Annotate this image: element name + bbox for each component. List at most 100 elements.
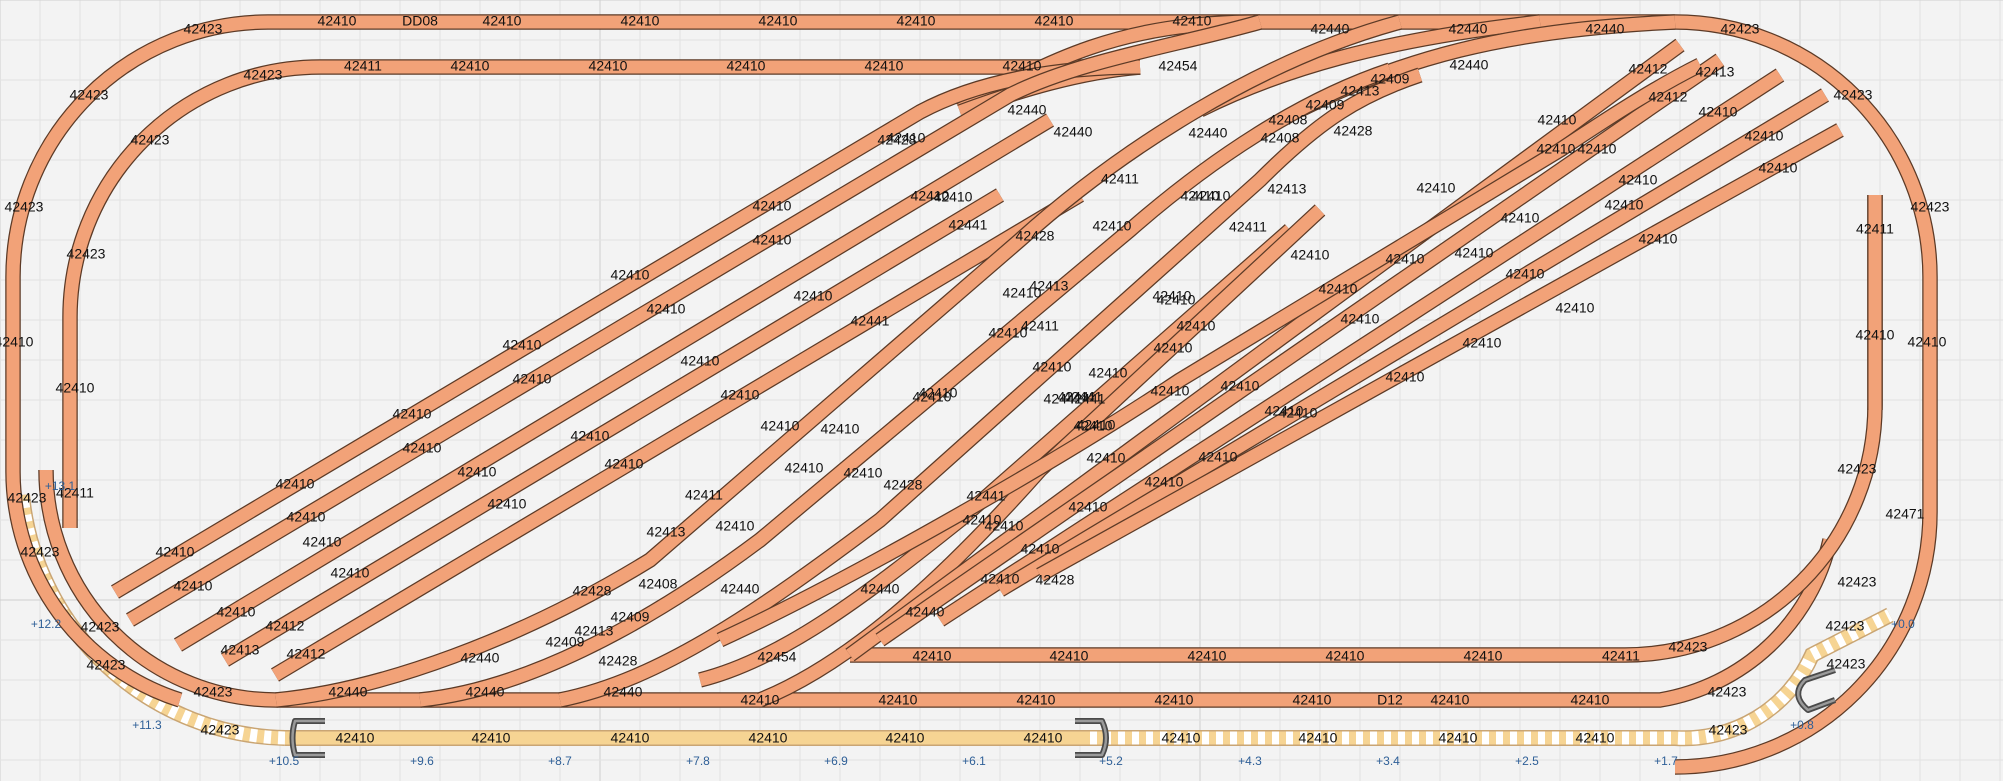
piece-label: 42440 bbox=[604, 684, 643, 700]
track-segment[interactable] bbox=[996, 88, 1829, 597]
piece-label: 42410 bbox=[1181, 188, 1220, 204]
piece-label: 42412 bbox=[1629, 61, 1668, 77]
elevation-marker: +1.7 bbox=[1654, 754, 1678, 768]
track-segment[interactable] bbox=[935, 68, 1785, 627]
piece-label: 42409 bbox=[611, 609, 650, 625]
piece-label: 42410 bbox=[503, 337, 542, 353]
piece-label: 42410 bbox=[865, 58, 904, 74]
grade-hatch bbox=[15, 494, 286, 745]
piece-label: 42412 bbox=[287, 646, 326, 662]
piece-label: 42409 bbox=[546, 634, 585, 650]
elevation-marker: +0.8 bbox=[1790, 718, 1814, 732]
buffer-stop-right-inner bbox=[1797, 668, 1836, 712]
piece-label: 42440 bbox=[329, 684, 368, 700]
piece-label: DD08 bbox=[402, 13, 438, 29]
piece-label: 42423 bbox=[1669, 639, 1708, 655]
track-bed bbox=[558, 68, 1423, 707]
piece-label: 42410 bbox=[571, 428, 610, 444]
piece-label: 42410 bbox=[1033, 359, 1072, 375]
track-segment[interactable] bbox=[221, 188, 1004, 667]
piece-label: 42410 bbox=[741, 692, 780, 708]
piece-label: 42410 bbox=[1326, 648, 1365, 664]
elevation-marker: +6.1 bbox=[962, 754, 986, 768]
piece-label: 42410 bbox=[156, 544, 195, 560]
track-bed bbox=[275, 15, 1402, 707]
track-segment[interactable] bbox=[5, 14, 1938, 775]
piece-label: 42411 bbox=[1229, 219, 1267, 235]
piece-label: 42410 bbox=[1455, 245, 1494, 261]
piece-label: 42410 bbox=[1386, 369, 1425, 385]
track-segment[interactable] bbox=[275, 14, 1403, 708]
piece-label: 42410 bbox=[1464, 648, 1503, 664]
track-segment[interactable] bbox=[1036, 123, 1844, 582]
piece-label: 42423 bbox=[194, 684, 233, 700]
track-segment[interactable] bbox=[716, 58, 1704, 648]
track-segment[interactable] bbox=[174, 113, 1054, 652]
track-segment[interactable] bbox=[698, 224, 1296, 688]
piece-label: 42428 bbox=[1016, 228, 1055, 244]
track-ballast bbox=[62, 59, 321, 528]
piece-label: 42410 bbox=[472, 730, 511, 746]
piece-label: 42410 bbox=[621, 13, 660, 29]
piece-label: 42410 bbox=[1386, 251, 1425, 267]
piece-label: 42471 bbox=[1886, 506, 1925, 522]
track-pieces[interactable] bbox=[5, 14, 1938, 775]
piece-label: 42410 bbox=[336, 730, 375, 746]
piece-label: 42454 bbox=[1159, 58, 1198, 74]
piece-label: 42454 bbox=[758, 649, 797, 665]
piece-label: 42410 bbox=[1619, 172, 1658, 188]
track-segment[interactable] bbox=[757, 204, 1326, 708]
piece-label: 42428 bbox=[1334, 123, 1373, 139]
track-bed bbox=[419, 63, 1393, 707]
piece-label: 42441 bbox=[967, 488, 1006, 504]
piece-label: 42410 bbox=[1154, 340, 1193, 356]
piece-label: 42441 bbox=[851, 313, 890, 329]
piece-label: 42410 bbox=[887, 130, 926, 146]
track-ballast bbox=[275, 14, 1403, 708]
piece-label: 42410 bbox=[1291, 247, 1330, 263]
piece-label: 42410 bbox=[1177, 318, 1216, 334]
track-segment[interactable] bbox=[38, 469, 277, 708]
piece-label: 42410 bbox=[1145, 474, 1184, 490]
track-segment[interactable] bbox=[271, 188, 1084, 682]
track-bed bbox=[757, 205, 1325, 707]
piece-label: 42410 bbox=[1021, 541, 1060, 557]
track-segment[interactable] bbox=[850, 195, 1883, 663]
piece-label: 42440 bbox=[1311, 21, 1350, 37]
piece-label: 42441 bbox=[1044, 391, 1083, 407]
piece-label: 42440 bbox=[861, 581, 900, 597]
piece-label: 42428 bbox=[573, 583, 612, 599]
track-segment[interactable] bbox=[126, 14, 1263, 627]
piece-label: 42410 bbox=[303, 534, 342, 550]
piece-label: 42423 bbox=[87, 657, 126, 673]
piece-label: 42410 bbox=[1571, 692, 1610, 708]
grade-track[interactable] bbox=[1090, 607, 1894, 747]
piece-label: 42410 bbox=[785, 460, 824, 476]
piece-label: 42413 bbox=[1268, 181, 1307, 197]
track-segment[interactable] bbox=[845, 38, 1685, 662]
piece-label: 42423 bbox=[1838, 461, 1877, 477]
piece-label: 42410 bbox=[1050, 648, 1089, 664]
piece-label: 42423 bbox=[1708, 684, 1747, 700]
piece-label: 42410 bbox=[217, 604, 256, 620]
piece-label: 42410 bbox=[716, 518, 755, 534]
piece-label: 42410 bbox=[1605, 197, 1644, 213]
piece-label: 42441 bbox=[1064, 389, 1103, 405]
piece-label: 42410 bbox=[1576, 730, 1615, 746]
track-segment[interactable] bbox=[558, 67, 1423, 708]
piece-label: 42410 bbox=[1279, 405, 1318, 421]
track-segment[interactable] bbox=[419, 62, 1393, 708]
track-segment[interactable] bbox=[62, 59, 321, 528]
track-segment[interactable] bbox=[875, 53, 1725, 647]
piece-label: 42423 bbox=[244, 67, 283, 83]
elevation-marker: +11.3 bbox=[132, 718, 162, 732]
piece-label: 42410 bbox=[1431, 692, 1470, 708]
piece-label: 42410 bbox=[1439, 730, 1478, 746]
piece-label: D12 bbox=[1377, 692, 1403, 708]
piece-label: 42410 bbox=[0, 334, 34, 350]
piece-label: 42428 bbox=[884, 477, 923, 493]
piece-label: 42412 bbox=[266, 618, 305, 634]
piece-label: 42410 bbox=[985, 518, 1024, 534]
piece-label: 42412 bbox=[1649, 89, 1688, 105]
